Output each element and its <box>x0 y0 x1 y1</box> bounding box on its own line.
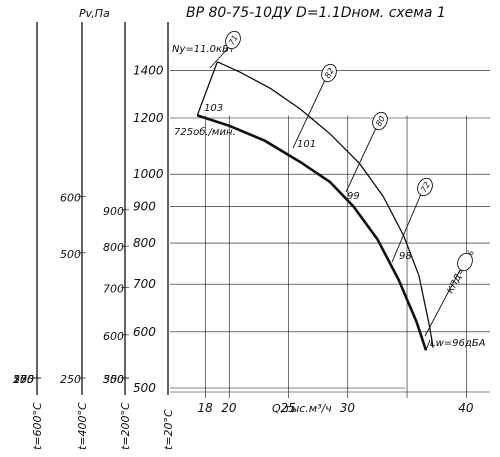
temperature-axis-label: t=200°C <box>119 402 132 450</box>
noise-annotation: Lw=96дБА <box>430 338 486 349</box>
marker-circle <box>372 111 388 131</box>
temperature-tick-label: 800 <box>103 241 124 254</box>
upper-boundary-curve <box>217 61 434 348</box>
pressure-tick-label: 600 <box>133 325 156 339</box>
temperature-tick-label: 250 <box>60 373 81 386</box>
pressure-tick-labels: 1400 1200 1000 900 800 700 600 500 <box>133 63 164 395</box>
temperature-tick-label: 350 <box>103 373 124 386</box>
temperature-scales: 500250175t=600°C600500250t=400°C90080070… <box>13 22 175 450</box>
marker-leader-line <box>292 79 326 149</box>
temperature-tick-label: 700 <box>103 282 124 295</box>
x-axis-label: Q,тыс.м³/ч <box>272 402 332 415</box>
power-annotation: Ny=11.0кВт <box>172 44 236 55</box>
chart-annotations: Ny=11.0кВт 725об./мин. Lw=96дБА КПД=60% <box>172 44 486 349</box>
efficiency-point-label: 103 <box>204 103 223 114</box>
efficiency-leader-line <box>424 269 461 337</box>
flow-tick-label: 40 <box>458 401 474 415</box>
chart-title: ВР 80-75-10ДУ D=1.1Dном. схема 1 <box>186 5 446 21</box>
temperature-tick-label: 600 <box>103 330 124 343</box>
marker-label: 82 <box>323 67 336 80</box>
circled-markers: 71 82 80 72 <box>209 30 473 337</box>
temperature-tick-label: 600 <box>60 192 81 205</box>
y-axis-label: Pv,Па <box>79 7 110 20</box>
marker-label: 72 <box>419 181 432 194</box>
temperature-tick-label: 500 <box>103 373 124 386</box>
marker-label: 80 <box>374 115 387 128</box>
pressure-tick-label: 700 <box>133 277 156 291</box>
noise-leader-line <box>425 339 431 351</box>
flow-tick-label: 20 <box>221 401 237 415</box>
marker-circle <box>321 63 337 83</box>
temperature-tick-label: 175 <box>13 373 34 386</box>
marker-leader-line <box>209 46 230 69</box>
pressure-tick-label: 500 <box>133 381 156 395</box>
pressure-tick-label: 1200 <box>133 111 164 125</box>
flow-tick-label: 18 <box>198 401 214 415</box>
performance-curves <box>196 61 434 351</box>
left-boundary-line <box>196 61 219 116</box>
pressure-tick-label: 1400 <box>133 63 164 77</box>
flow-tick-label: 25 <box>281 401 296 415</box>
marker-leader-line <box>345 127 377 193</box>
temperature-axis-label: t=20°C <box>162 409 175 450</box>
temperature-axis-label: t=400°C <box>76 402 89 450</box>
pressure-tick-label: 1000 <box>133 167 164 181</box>
efficiency-point-label: 101 <box>297 139 316 150</box>
temperature-tick-label: 500 <box>60 248 81 261</box>
marker-circle <box>225 30 241 50</box>
pressure-tick-label: 800 <box>133 236 156 250</box>
temperature-tick-label: 900 <box>103 205 124 218</box>
temperature-tick-label: 500 <box>13 373 34 386</box>
efficiency-circle <box>457 252 473 272</box>
efficiency-point-label: 99 <box>347 191 360 202</box>
efficiency-point-label: 98 <box>399 251 412 262</box>
flow-tick-label: 30 <box>340 401 356 415</box>
speed-annotation: 725об./мин. <box>174 126 236 138</box>
marker-label: 71 <box>227 34 240 47</box>
flow-tick-labels: 18 20 25 30 40 <box>198 401 474 415</box>
pressure-curve <box>196 114 428 351</box>
temperature-tick-label: 250 <box>13 373 34 386</box>
pressure-tick-label: 900 <box>133 200 156 214</box>
temperature-axis-label: t=600°C <box>31 402 44 450</box>
efficiency-point-labels: 103 101 99 98 <box>204 103 412 262</box>
marker-circle <box>417 177 433 197</box>
marker-leader-line <box>391 193 422 263</box>
